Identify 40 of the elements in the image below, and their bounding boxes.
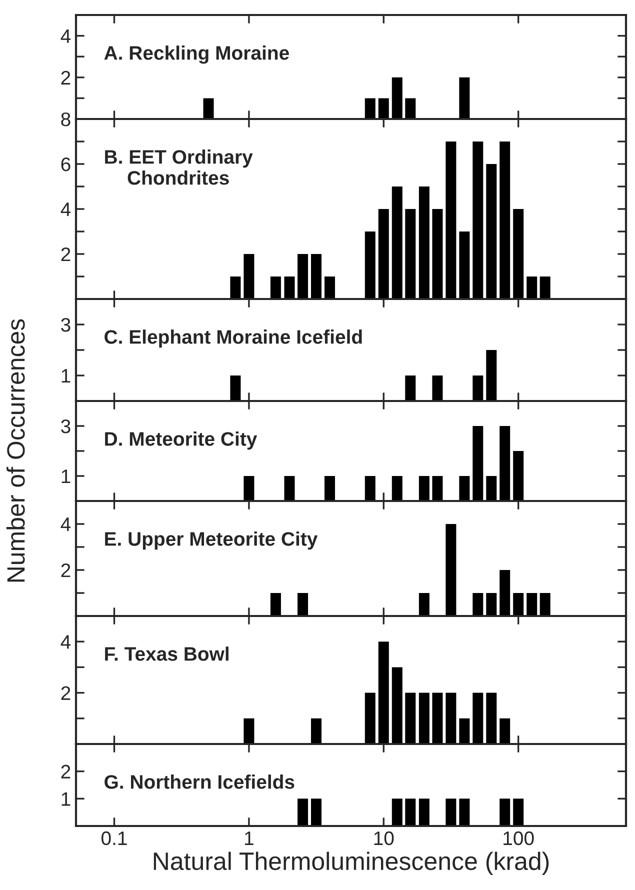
text: G. Northern Icefields xyxy=(104,774,294,789)
y-tick-label: 2 xyxy=(61,563,70,578)
y-tick-label: 4 xyxy=(60,202,71,216)
bar xyxy=(459,718,470,744)
x-tick-label: 100 xyxy=(504,831,534,846)
y-tick-label: 1 xyxy=(62,792,70,806)
bar xyxy=(432,692,443,744)
text: C. Elephant Moraine Icefield xyxy=(104,330,362,348)
bar xyxy=(418,692,430,744)
y-tick-label: 4 xyxy=(60,635,71,649)
bar xyxy=(364,692,376,744)
y-tick-label: 2 xyxy=(61,764,70,778)
text: F. Texas Bowl xyxy=(105,646,228,661)
y-axis-title: Number of Occurrences xyxy=(6,319,25,582)
bar xyxy=(472,692,484,744)
y-tick-label: 6 xyxy=(61,157,70,172)
bar xyxy=(446,692,456,744)
y-tick-label: 2 xyxy=(61,686,70,700)
y-tick-label: 1 xyxy=(62,369,70,383)
x-tick-label: 10 xyxy=(374,831,394,846)
y-tick-label: 4 xyxy=(60,29,71,43)
x-tick-label: 0.1 xyxy=(102,831,127,846)
bar xyxy=(486,692,497,744)
text: E. Upper Meteorite City xyxy=(105,532,318,550)
text: D. Meteorite City xyxy=(105,432,258,450)
y-tick-label: 3 xyxy=(61,318,70,332)
text: B. EET Ordinary Chondrites xyxy=(105,150,253,185)
text: A. Reckling Moraine xyxy=(104,46,289,64)
y-tick-label: 2 xyxy=(61,247,70,262)
y-tick-label: 3 xyxy=(61,419,70,434)
y-tick-label: 8 xyxy=(61,112,70,126)
y-tick-label: 2 xyxy=(61,70,70,84)
x-tick-label: 1 xyxy=(245,832,254,845)
y-tick-label: 1 xyxy=(62,470,70,484)
bar xyxy=(500,718,510,744)
bar xyxy=(392,667,402,744)
x-axis-title: Natural Thermoluminescence (krad) xyxy=(154,852,549,876)
y-tick-label: 4 xyxy=(60,518,71,532)
bar xyxy=(405,692,416,744)
bar xyxy=(378,642,389,744)
